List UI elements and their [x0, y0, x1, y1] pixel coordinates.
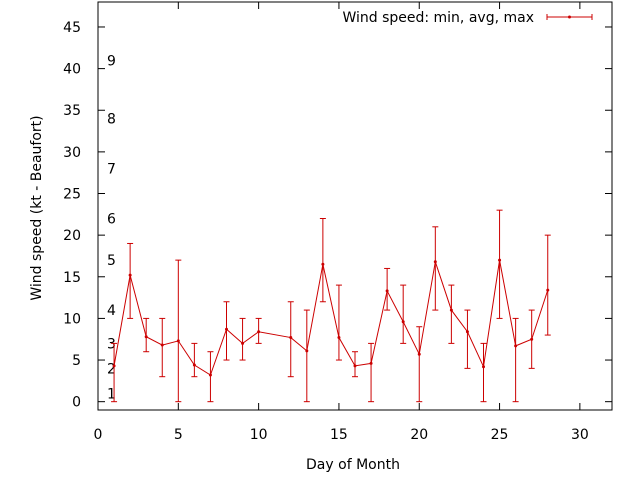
x-tick-label: 25: [491, 427, 509, 443]
beaufort-label: 2: [107, 361, 116, 377]
y-tick-label: 25: [63, 187, 81, 203]
avg-point: [433, 260, 437, 264]
x-tick-label: 10: [250, 427, 268, 443]
avg-point: [192, 363, 196, 367]
error-bar: [223, 301, 230, 361]
avg-point: [353, 364, 357, 368]
beaufort-label: 8: [107, 112, 116, 128]
beaufort-label: 6: [107, 211, 116, 227]
beaufort-label: 1: [107, 386, 116, 402]
legend-sample: [546, 14, 593, 20]
avg-point: [337, 336, 341, 340]
y-tick-label: 40: [63, 62, 81, 78]
avg-point: [385, 289, 389, 293]
y-tick-label: 20: [63, 228, 81, 244]
avg-point: [514, 344, 518, 348]
y-tick-label: 35: [63, 103, 81, 119]
wind-series: [111, 209, 551, 403]
error-bar: [416, 326, 423, 403]
avg-point: [225, 327, 228, 331]
legend-sample-point: [568, 15, 571, 19]
avg-point: [465, 330, 469, 334]
legend-label: Wind speed: min, avg, max: [342, 10, 534, 26]
error-bar: [464, 309, 471, 369]
avg-point: [160, 343, 164, 347]
error-bar: [368, 342, 375, 403]
avg-point: [128, 273, 132, 277]
x-tick-label: 20: [410, 427, 428, 443]
error-bar: [480, 342, 487, 403]
avg-point: [289, 336, 293, 340]
y-tick-label: 10: [63, 311, 81, 327]
y-axis-label: Wind speed (kt - Beaufort): [29, 115, 45, 300]
avg-point: [241, 341, 245, 345]
x-tick-label: 15: [330, 427, 348, 443]
plot-frame: [97, 1, 613, 411]
beaufort-label: 7: [107, 162, 116, 178]
avg-point: [144, 335, 148, 339]
y-tick-label: 5: [72, 353, 81, 369]
y-tick-label: 30: [63, 145, 81, 161]
series-line: [113, 260, 549, 376]
avg-point: [369, 361, 373, 365]
x-tick-label: 0: [94, 427, 103, 443]
beaufort-label: 5: [107, 253, 116, 269]
beaufort-scale: 1 2 3 4 5 6 7 8 9: [107, 53, 116, 402]
avg-point: [257, 330, 261, 334]
error-bar: [207, 351, 214, 403]
error-bar: [352, 351, 358, 378]
error-bar: [384, 267, 391, 311]
legend: Wind speed: min, avg, max: [342, 10, 593, 26]
error-bar: [432, 226, 439, 311]
error-bar: [175, 259, 182, 403]
x-axis: 0 5 10 15 20 25 30: [94, 2, 589, 443]
avg-point: [208, 373, 212, 377]
beaufort-label: 9: [107, 53, 116, 69]
error-bar: [319, 217, 326, 303]
avg-point: [530, 337, 534, 341]
avg-point: [449, 308, 453, 312]
beaufort-label: 4: [107, 303, 116, 319]
error-bar: [191, 342, 198, 378]
x-tick-label: 5: [174, 427, 183, 443]
error-bar: [496, 209, 503, 319]
x-tick-label: 30: [571, 427, 589, 443]
error-bar: [512, 317, 519, 403]
avg-point: [417, 352, 421, 356]
x-axis-label: Day of Month: [306, 457, 400, 473]
error-bar: [448, 284, 455, 344]
error-bar: [111, 342, 118, 403]
error-bar: [303, 309, 310, 403]
y-tick-label: 45: [63, 20, 81, 36]
avg-point: [112, 364, 116, 368]
error-bar: [127, 242, 134, 319]
error-bar: [544, 234, 551, 336]
error-bar: [335, 284, 342, 361]
avg-point: [401, 320, 405, 324]
error-bar: [287, 301, 294, 378]
beaufort-label: 3: [107, 336, 116, 352]
y-tick-label: 15: [63, 270, 81, 286]
y-tick-label: 0: [72, 395, 81, 411]
avg-point: [305, 349, 309, 353]
avg-point: [176, 339, 180, 343]
avg-point: [498, 258, 502, 262]
error-bar: [400, 284, 407, 344]
avg-point: [546, 288, 550, 292]
avg-point: [482, 365, 485, 369]
error-bar: [159, 317, 166, 378]
avg-point: [321, 262, 325, 266]
error-bar: [239, 317, 246, 361]
